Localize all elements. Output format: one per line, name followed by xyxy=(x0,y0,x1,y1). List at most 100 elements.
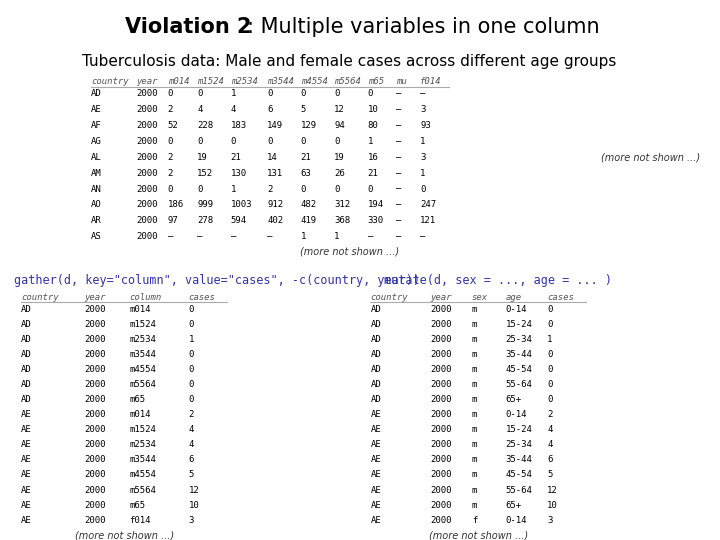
Text: m: m xyxy=(472,410,477,419)
Text: AD: AD xyxy=(371,365,381,374)
Text: 0: 0 xyxy=(547,305,553,314)
Text: 2000: 2000 xyxy=(430,485,451,495)
Text: year: year xyxy=(136,77,158,86)
Text: AE: AE xyxy=(371,410,381,419)
Text: AE: AE xyxy=(371,426,381,434)
Text: 35-44: 35-44 xyxy=(505,455,532,464)
Text: —: — xyxy=(395,153,401,162)
Text: AE: AE xyxy=(371,455,381,464)
Text: 0: 0 xyxy=(334,137,340,146)
Text: 0: 0 xyxy=(230,137,236,146)
Text: 0: 0 xyxy=(168,137,173,146)
Text: —: — xyxy=(197,232,202,241)
Text: m2534: m2534 xyxy=(130,440,156,449)
Text: AE: AE xyxy=(21,440,32,449)
Text: m5564: m5564 xyxy=(130,380,156,389)
Text: cases: cases xyxy=(189,293,215,302)
Text: m3544: m3544 xyxy=(267,77,294,86)
Text: AE: AE xyxy=(21,470,32,480)
Text: m: m xyxy=(472,440,477,449)
Text: m: m xyxy=(472,380,477,389)
Text: 194: 194 xyxy=(368,200,384,210)
Text: 55-64: 55-64 xyxy=(505,485,532,495)
Text: AE: AE xyxy=(21,501,32,510)
Text: 2000: 2000 xyxy=(136,137,158,146)
Text: AE: AE xyxy=(21,455,32,464)
Text: 10: 10 xyxy=(189,501,199,510)
Text: 2000: 2000 xyxy=(136,105,158,114)
Text: 278: 278 xyxy=(197,217,213,225)
Text: AE: AE xyxy=(21,485,32,495)
Text: 0: 0 xyxy=(168,89,173,98)
Text: 1: 1 xyxy=(230,89,236,98)
Text: country: country xyxy=(21,293,58,302)
Text: 21: 21 xyxy=(368,168,379,178)
Text: 594: 594 xyxy=(230,217,247,225)
Text: —: — xyxy=(395,200,401,210)
Text: 25-34: 25-34 xyxy=(505,335,532,344)
Text: 19: 19 xyxy=(197,153,208,162)
Text: AE: AE xyxy=(21,410,32,419)
Text: 2000: 2000 xyxy=(84,485,105,495)
Text: 2000: 2000 xyxy=(430,335,451,344)
Text: 1: 1 xyxy=(189,335,194,344)
Text: 2000: 2000 xyxy=(430,516,451,525)
Text: (more not shown ...): (more not shown ...) xyxy=(601,153,701,163)
Text: 1003: 1003 xyxy=(230,200,252,210)
Text: 2000: 2000 xyxy=(136,168,158,178)
Text: m: m xyxy=(472,426,477,434)
Text: 2000: 2000 xyxy=(136,89,158,98)
Text: 0: 0 xyxy=(334,185,340,193)
Text: 2: 2 xyxy=(168,168,173,178)
Text: AG: AG xyxy=(91,137,102,146)
Text: 2000: 2000 xyxy=(84,380,105,389)
Text: 4: 4 xyxy=(189,440,194,449)
Text: 2000: 2000 xyxy=(84,440,105,449)
Text: 0: 0 xyxy=(189,395,194,404)
Text: 2000: 2000 xyxy=(136,232,158,241)
Text: m4554: m4554 xyxy=(130,365,156,374)
Text: 312: 312 xyxy=(334,200,350,210)
Text: 2000: 2000 xyxy=(84,320,105,329)
Text: 1: 1 xyxy=(547,335,553,344)
Text: AE: AE xyxy=(371,501,381,510)
Text: 2: 2 xyxy=(547,410,553,419)
Text: 368: 368 xyxy=(334,217,350,225)
Text: 186: 186 xyxy=(168,200,184,210)
Text: column: column xyxy=(130,293,161,302)
Text: 0: 0 xyxy=(189,365,194,374)
Text: 0: 0 xyxy=(368,89,373,98)
Text: 0: 0 xyxy=(547,395,553,404)
Text: AD: AD xyxy=(371,335,381,344)
Text: 3: 3 xyxy=(189,516,194,525)
Text: (more not shown ...): (more not shown ...) xyxy=(428,531,528,540)
Text: AD: AD xyxy=(371,380,381,389)
Text: 65+: 65+ xyxy=(505,395,521,404)
Text: AS: AS xyxy=(91,232,102,241)
Text: year: year xyxy=(430,293,451,302)
Text: —: — xyxy=(267,232,272,241)
Text: 152: 152 xyxy=(197,168,213,178)
Text: sex: sex xyxy=(472,293,488,302)
Text: 2000: 2000 xyxy=(136,200,158,210)
Text: 19: 19 xyxy=(334,153,345,162)
Text: AD: AD xyxy=(371,320,381,329)
Text: AD: AD xyxy=(21,350,32,359)
Text: 21: 21 xyxy=(230,153,241,162)
Text: 2000: 2000 xyxy=(136,153,158,162)
Text: 2000: 2000 xyxy=(84,305,105,314)
Text: 35-44: 35-44 xyxy=(505,350,532,359)
Text: 0-14: 0-14 xyxy=(505,410,527,419)
Text: 2000: 2000 xyxy=(84,365,105,374)
Text: 2000: 2000 xyxy=(84,426,105,434)
Text: 3: 3 xyxy=(547,516,553,525)
Text: AD: AD xyxy=(91,89,102,98)
Text: 0: 0 xyxy=(189,350,194,359)
Text: 6: 6 xyxy=(267,105,272,114)
Text: 2000: 2000 xyxy=(84,455,105,464)
Text: 0: 0 xyxy=(197,89,202,98)
Text: 2000: 2000 xyxy=(136,217,158,225)
Text: 5: 5 xyxy=(189,470,194,480)
Text: 1: 1 xyxy=(420,137,426,146)
Text: AE: AE xyxy=(371,485,381,495)
